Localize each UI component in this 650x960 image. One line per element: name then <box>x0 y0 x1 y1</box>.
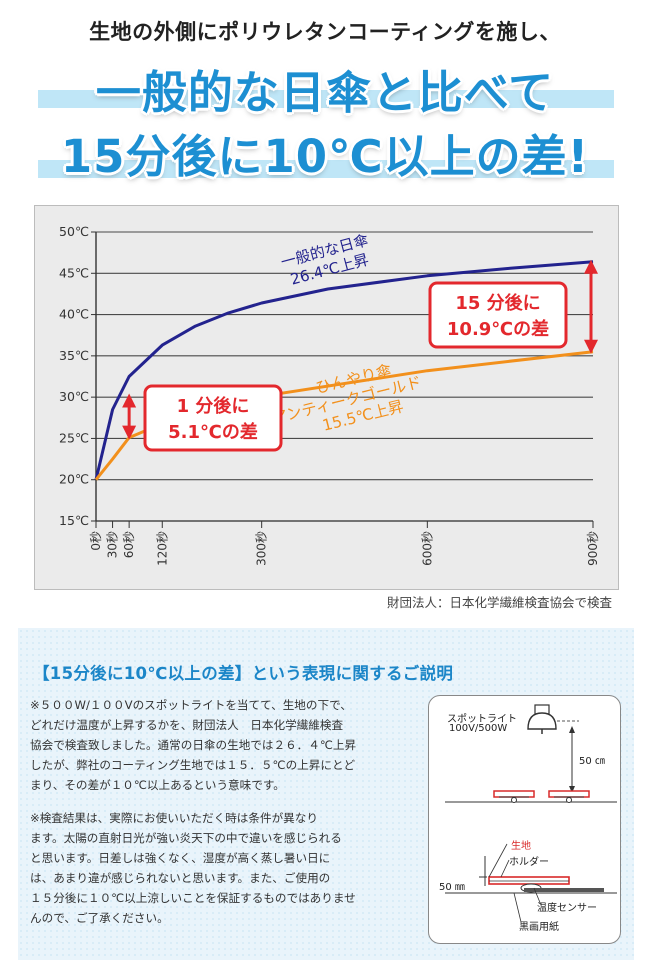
spotlight-spec: 100V/500W <box>449 723 508 734</box>
paragraph-line: ※検査結果は、実際にお使いいただく時は条件が異なり <box>30 811 318 825</box>
x-tick-label: 600秒 <box>420 531 434 566</box>
explanation-paragraph-2: ※検査結果は、実際にお使いいただく時は条件が異なり ます。太陽の直射日光が強い炎… <box>30 808 402 928</box>
paragraph-line: したが、弊社のコーティング生地では１５．５℃の上昇にとど <box>30 758 356 772</box>
temperature-chart: 15℃ 20℃ 25℃ 30℃ 35℃ 40℃ 45℃ 50℃ 0秒 30秒 60秒 120秒 300秒… <box>34 205 619 590</box>
x-tick-label: 120秒 <box>155 531 169 566</box>
headline-line-2: 15分後に10℃以上の差! <box>60 130 590 183</box>
paragraph-line: んので、ご了承ください。 <box>30 911 169 925</box>
y-tick-label: 30℃ <box>59 389 89 404</box>
y-tick-label: 50℃ <box>59 224 89 239</box>
paragraph-line: まり、その差が１０℃以上あるという意味です。 <box>30 778 285 792</box>
distance-arrow <box>569 726 575 793</box>
difference-label: 1 分後に <box>177 395 250 417</box>
difference-label: 10.9℃の差 <box>447 318 549 340</box>
explanation-paragraph-1: ※５００W/１００Vのスポットライトを当てて、生地の下で、 どれだけ温度が上昇す… <box>30 695 402 795</box>
difference-arrow-head <box>122 393 137 408</box>
paragraph-line: ます。太陽の直射日光が強い炎天下の中で違いを感じられる <box>30 831 342 845</box>
paper-label: 黒画用紙 <box>519 922 559 933</box>
paragraph-line: と思います。日差しは強くなく、湿度が高く蒸し暑い日に <box>30 851 331 865</box>
difference-box <box>143 384 283 452</box>
paragraph-line: 協会で検査致しました。通常の日傘の生地では２６．４℃上昇 <box>30 738 357 752</box>
subtitle: 生地の外側にポリウレタンコーティングを施し、 <box>89 20 561 44</box>
sample-left <box>493 790 535 803</box>
explanation-title: 【15分後に10℃以上の差】という表現に関するご説明 <box>33 664 454 683</box>
y-tick-label: 25℃ <box>59 430 89 445</box>
test-source: 財団法人：日本化学繊維検査協会で検査 <box>386 595 612 610</box>
setup-drawing <box>445 704 617 923</box>
height-label: 50 ㎜ <box>439 882 465 893</box>
spotlight-label: スポットライト <box>447 714 517 725</box>
holder-label: ホルダー <box>509 857 549 868</box>
paragraph-line: どれだけ温度が上昇するかを、財団法人 日本化学繊維検査 <box>30 718 344 732</box>
y-tick-label: 45℃ <box>59 265 89 280</box>
paragraph-line: ※５００W/１００Vのスポットライトを当てて、生地の下で、 <box>30 698 352 712</box>
y-tick-label: 35℃ <box>59 348 89 363</box>
highlight-band-2 <box>38 160 614 178</box>
paragraph-line: は、あまり違が感じられないと思います。また、ご使用の <box>30 871 331 885</box>
difference-arrow-head <box>584 339 598 354</box>
paragraph-line: １５分後に１０℃以上涼しいことを保証するものではありませ <box>30 891 356 905</box>
y-tick-label: 20℃ <box>59 472 89 487</box>
difference-arrow-head <box>584 259 598 274</box>
x-tick-label: 0秒 <box>89 531 103 551</box>
highlight-band-1 <box>38 90 614 108</box>
spotlight-icon <box>527 704 557 734</box>
difference-arrow-head <box>122 425 137 440</box>
fabric-label: 生地 <box>511 841 531 852</box>
x-tick-label: 900秒 <box>586 531 600 566</box>
difference-box <box>428 281 568 349</box>
chart-canvas: 15℃ 20℃ 25℃ 30℃ 35℃ 40℃ 45℃ 50℃ 0秒 30秒 60秒 120秒 300秒… <box>59 224 600 566</box>
headline-line-1: 一般的な日傘と比べて <box>95 66 555 119</box>
difference-label: 5.1℃の差 <box>168 421 258 443</box>
sample-right <box>548 790 590 803</box>
x-tick-label: 60秒 <box>122 531 136 558</box>
distance-label: 50 ㎝ <box>579 756 605 767</box>
y-tick-label: 40℃ <box>59 307 89 322</box>
holder-detail <box>488 876 604 893</box>
x-tick-label: 30秒 <box>106 531 120 558</box>
sensor-label: 温度センサー <box>537 903 597 914</box>
y-tick-label: 15℃ <box>59 513 89 528</box>
test-setup-diagram: スポットライト 100V/500W 50 ㎝ 生地 ホルダー 50 ㎜ 温度セン… <box>428 695 621 944</box>
x-tick-label: 300秒 <box>255 531 269 566</box>
difference-label: 15 分後に <box>455 292 540 314</box>
